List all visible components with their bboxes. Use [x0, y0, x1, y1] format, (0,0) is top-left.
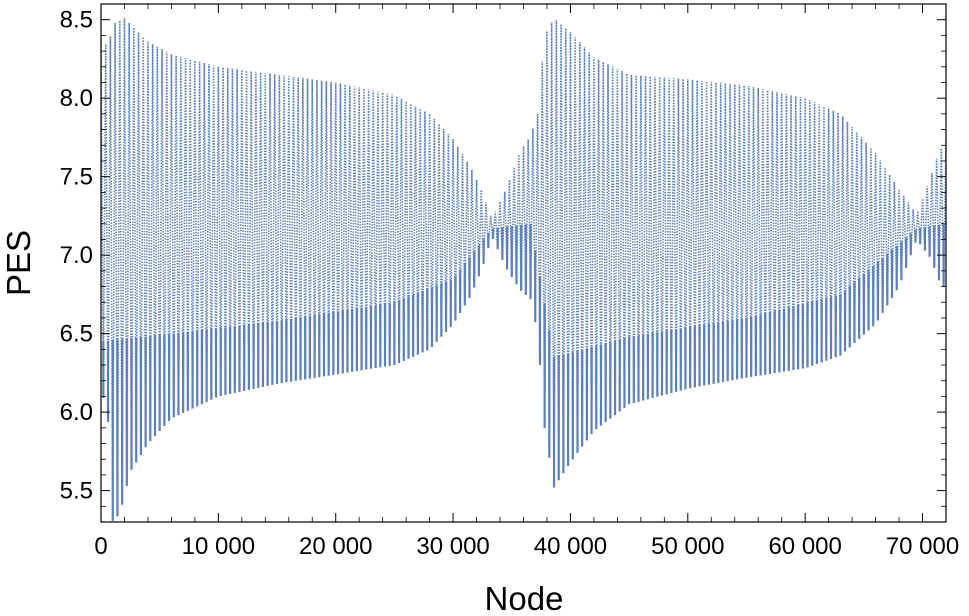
series-layer — [101, 18, 946, 521]
y-tick-label: 5.5 — [60, 478, 93, 505]
x-tick-label: 60 000 — [768, 533, 841, 560]
y-tick-label: 7.5 — [60, 164, 93, 191]
x-tick-label: 70 000 — [886, 533, 959, 560]
ticks-layer — [100, 3, 947, 523]
x-tick-label: 10 000 — [182, 533, 255, 560]
y-axis-title: PES — [0, 230, 37, 296]
y-tick-label: 8.5 — [60, 7, 93, 34]
y-tick-label: 8.0 — [60, 85, 93, 112]
x-tick-label: 0 — [94, 533, 107, 560]
x-axis-title: Node — [485, 580, 564, 616]
x-tick-label: 20 000 — [299, 533, 372, 560]
x-tick-label: 40 000 — [534, 533, 607, 560]
x-tick-label: 30 000 — [416, 533, 489, 560]
series-line-0 — [101, 18, 946, 521]
x-tick-label: 50 000 — [651, 533, 724, 560]
y-tick-label: 6.0 — [60, 399, 93, 426]
tick-labels-layer: 0 10 000 20 000 30 000 40 000 50 000 60 000 70 … — [60, 7, 960, 560]
series-lower-swing-0 — [102, 223, 945, 521]
y-tick-label: 7.0 — [60, 242, 93, 269]
y-tick-label: 6.5 — [60, 321, 93, 348]
